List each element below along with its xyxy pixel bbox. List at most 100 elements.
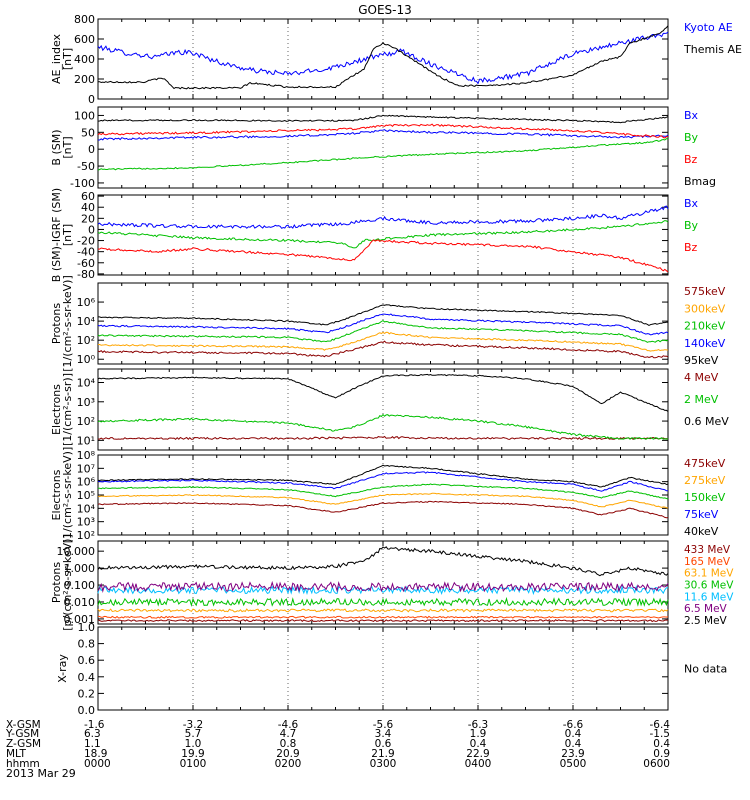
orbit-value: 0.4 [565,728,582,740]
series-line-40kev [97,464,669,488]
series-line-300kev [98,331,669,352]
orbit-value: -1.5 [650,728,671,740]
orbit-value: 0100 [180,758,207,770]
orbit-value: 18.9 [84,748,107,760]
y-tick-label: 1.000 [64,562,96,575]
y-tick-label: 0.010 [64,596,96,609]
orbit-value: 0200 [275,758,302,770]
y-tick-label: 10⁴ [77,377,96,390]
orbit-value: 6.3 [84,728,101,740]
series-line-165-mev [97,615,669,619]
legend-entry: 2.5 MeV [684,615,728,627]
orbit-value: -6.4 [650,719,671,731]
chart-title: GOES-13 [358,3,412,17]
y-tick-label: 10⁷ [77,462,95,475]
legend-entry: 300keV [684,302,726,315]
orbit-row-label: Y-GSM [5,728,39,740]
orbit-value: 0.4 [470,738,487,750]
legend-entry: Kyoto AE [684,21,733,34]
y-tick-label: 10⁴ [77,315,96,328]
y-tick-label: 0.4 [78,671,96,684]
y-tick-label: -80 [77,268,95,281]
y-tick-label: 0.100 [64,579,96,592]
y-tick-label: 10² [77,415,95,428]
legend-entry: 575keV [684,285,726,298]
y-tick-label: 10¹ [77,434,95,447]
orbit-value: -4.6 [278,719,299,731]
series-line-bmag [97,114,669,124]
series-line-themis-ae [97,25,669,90]
y-tick-label: 0.6 [78,654,96,667]
series-line-475kev [97,500,669,519]
legend-entry: 2 MeV [684,393,719,406]
legend-entry: 30.6 MeV [684,580,734,592]
y-axis-label: [nT] [61,224,74,246]
legend-entry: 75keV [684,508,719,521]
legend-entry: By [684,131,699,144]
y-axis-label: [1/(cm²-s-sr-keV)] [61,447,74,544]
series-line-140kev [97,313,669,336]
orbit-value: 0.4 [653,738,670,750]
orbit-value: 19.9 [181,748,204,760]
series-line-150kev [98,483,669,500]
y-axis-label: Electrons [50,469,63,520]
orbit-value: -6.6 [563,719,584,731]
legend-entry: Themis AE [683,43,742,56]
orbit-value: 0000 [84,758,111,770]
y-tick-label: 60 [81,190,95,203]
orbit-value: 21.9 [371,748,394,760]
orbit-value: 0.6 [375,738,392,750]
legend-entry: 6.5 MeV [684,603,728,615]
legend-entry: 210keV [684,320,726,333]
series-line-bz [97,239,669,273]
orbit-value: -5.6 [373,719,394,731]
legend-entry: 433 MeV [684,544,731,556]
y-tick-label: 10⁶ [77,296,96,309]
y-axis-label: B (SM) [50,129,63,165]
panel-7: 0.001 0.010 0.100 1.000 10.000 Protons[p/(cm²… [50,534,734,631]
orbit-value: 0400 [465,758,492,770]
series-line-bz [97,123,669,139]
series-line-by [97,220,669,249]
y-axis-label: [nT] [61,136,74,158]
orbit-row-label: hhmm [6,758,40,770]
series-line-by [97,138,669,171]
orbit-value: 0.9 [653,748,670,760]
orbit-value: 1.1 [84,738,101,750]
y-tick-label: 10³ [77,516,95,529]
y-tick-label: 0.8 [78,638,96,651]
y-tick-label: 50 [81,126,95,139]
y-tick-label: 10⁴ [77,502,96,515]
legend-entry: 150keV [684,491,726,504]
y-tick-label: -100 [70,177,95,190]
legend-entry: 165 MeV [684,556,731,568]
legend-entry: 40keV [684,525,719,538]
y-tick-label: 600 [74,33,95,46]
series-line-bx [98,129,669,141]
legend-entry: 95keV [684,354,719,367]
y-tick-label: 10.000 [57,545,96,558]
y-tick-label: -60 [77,257,95,270]
y-axis-label: [1/(cm²-s-sr)] [61,373,74,446]
y-tick-label: 0.2 [78,687,96,700]
y-tick-label: 10² [77,334,95,347]
panel-1: 0 200 400 600 800 AE_index[nT] Kyoto AE Themis … [50,13,742,106]
y-tick-label: -40 [77,246,95,259]
orbit-value: 22.9 [466,748,489,760]
y-tick-label: 10³ [77,396,95,409]
y-axis-label: X-ray [56,654,69,683]
orbit-table: X-GSM -1.6 -3.2 -4.6 -5.6 -6.3 -6.6 -6.4 Y-GSM 6.… [5,719,670,770]
y-axis-label: [nT] [61,48,74,70]
y-tick-label: 0 [88,93,95,106]
y-axis-label: AE_index [50,33,63,84]
y-tick-label: 10² [77,529,95,542]
legend-entry: Bz [684,153,698,166]
y-tick-label: 400 [74,53,95,66]
orbit-value: 0.8 [280,738,297,750]
y-tick-label: 0.001 [64,613,96,626]
panel-2: -100 -50 0 50 100 B (SM)[nT] Bx By Bz Bmag [50,106,716,190]
orbit-value: 1.9 [470,728,487,740]
panel-8: 0.0 0.2 0.4 0.6 0.8 1.0 X-ray No data [56,621,727,717]
y-tick-label: -20 [77,235,95,248]
